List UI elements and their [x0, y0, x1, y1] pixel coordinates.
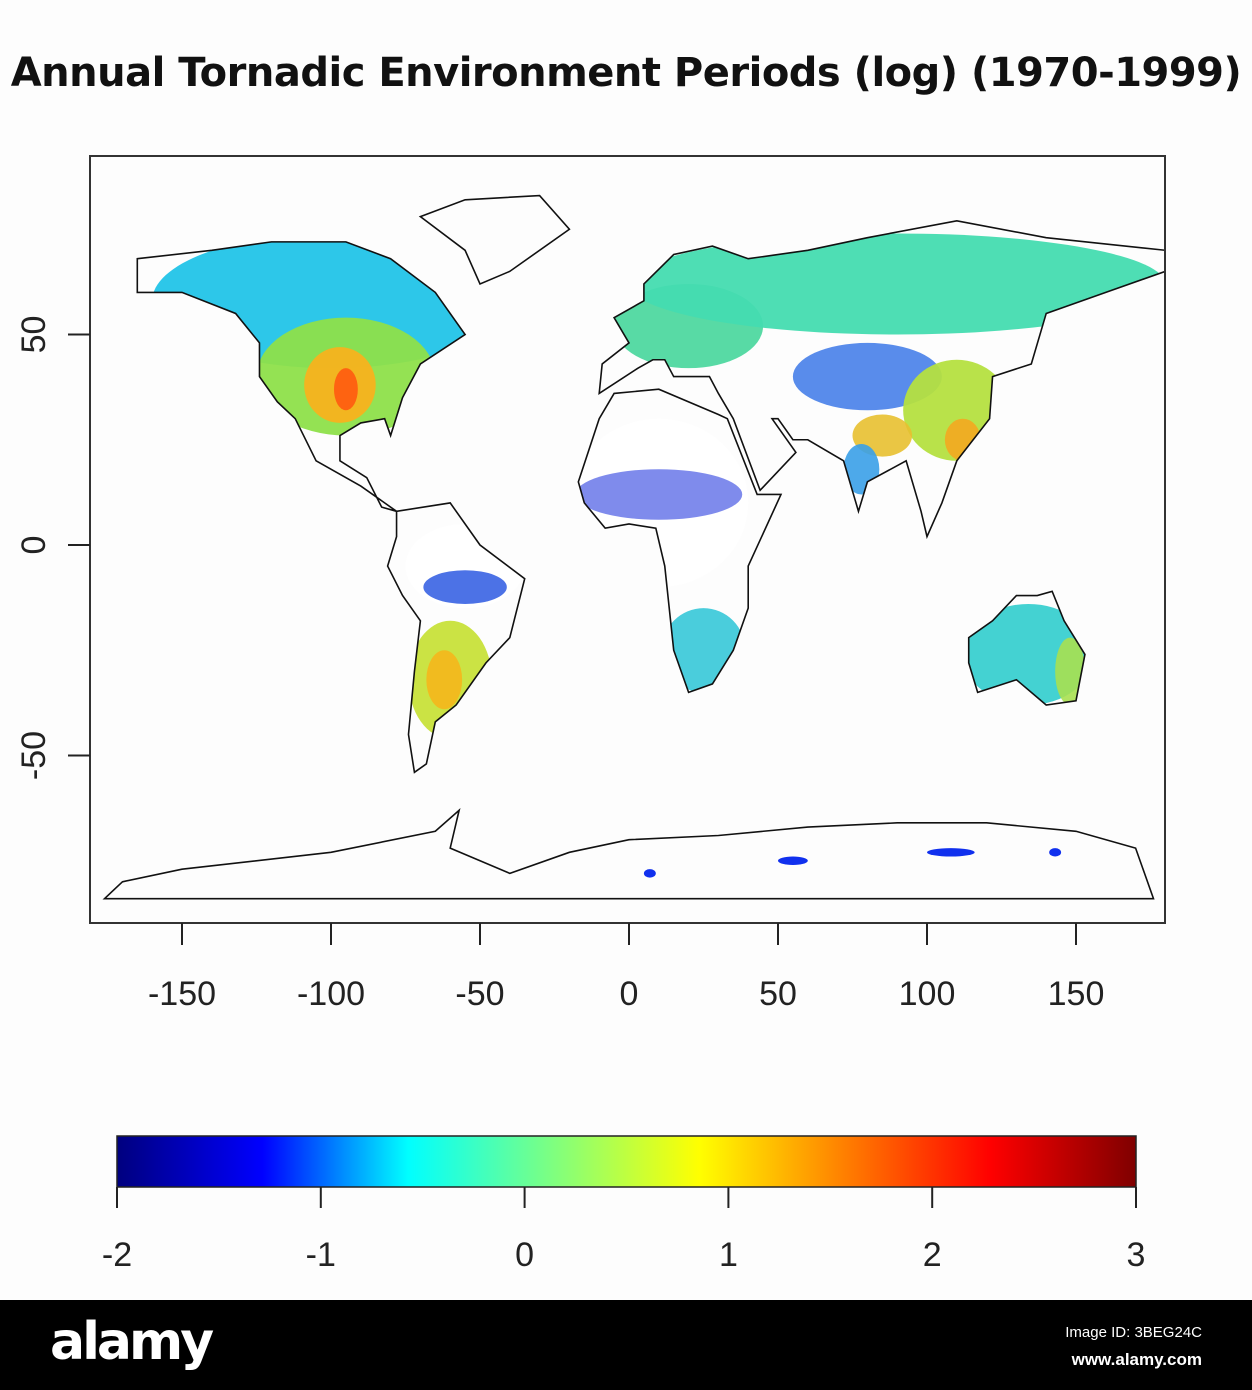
y-tick-label: -50: [15, 731, 53, 780]
heat-siberia: [629, 233, 1165, 335]
heat-brazil: [423, 570, 507, 604]
y-tick-label: 0: [15, 536, 53, 555]
colorbar-gradient: [116, 1135, 1137, 1188]
x-tick-label: -50: [455, 975, 504, 1013]
colorbar-tick-label: -2: [102, 1236, 132, 1274]
heat-south-china: [944, 418, 981, 461]
plot-area: [89, 155, 1166, 924]
coastline-greenland: [418, 194, 571, 286]
colorbar-tick-label: 3: [1127, 1236, 1146, 1274]
coastline-africa: [577, 388, 783, 694]
heat-us-peak: [333, 368, 358, 411]
x-tick-label: 100: [899, 975, 956, 1013]
x-tick-label: 0: [620, 975, 639, 1013]
x-tick-label: 150: [1048, 975, 1105, 1013]
heat-argentina-core: [426, 650, 463, 710]
heat-antarctica: [927, 848, 975, 857]
colorbar: -2 -1 0 1 2 3: [102, 1135, 1146, 1274]
y-tick-label: 50: [15, 316, 53, 354]
coastline-south-america: [386, 502, 526, 774]
x-axis: -150 -100 -50 0 50 100 150: [148, 923, 1104, 1013]
heat-antarctica: [1049, 848, 1062, 857]
coastlines: [102, 194, 1165, 900]
plot-frame: [89, 155, 1166, 924]
alamy-logo: alamy: [50, 1312, 214, 1372]
colorbar-tick-label: 1: [719, 1236, 738, 1274]
image-id: Image ID: 3BEG24C: [1065, 1324, 1202, 1341]
heat-antarctica: [643, 869, 656, 878]
x-tick-label: -150: [148, 975, 216, 1013]
colorbar-tick-label: 2: [923, 1236, 942, 1274]
y-axis: 50 0 -50: [15, 316, 90, 780]
footer-bar: alamy Image ID: 3BEG24C www.alamy.com: [0, 1300, 1252, 1390]
colorbar-tick-label: 0: [515, 1236, 534, 1274]
heat-sahel: [575, 469, 743, 520]
world-heatmap: -150 -100 -50 0 50 100 150 50 0 -50 -2 -1 0 1 2 3: [15, 155, 1166, 1274]
coastline-eurasia: [598, 220, 1165, 540]
land-fill: [152, 233, 1165, 739]
x-tick-label: -100: [297, 975, 365, 1013]
colorbar-tick-label: -1: [306, 1236, 336, 1274]
heat-antarctica: [778, 856, 808, 865]
coastline-australia: [967, 590, 1086, 706]
heat-central-asia: [792, 342, 942, 411]
heat-india: [843, 443, 880, 495]
heat-east-australia: [1055, 637, 1085, 705]
coastline-antarctica: [102, 807, 1155, 900]
chart-title: Annual Tornadic Environment Periods (log…: [10, 50, 1242, 96]
website-link: www.alamy.com: [1071, 1350, 1202, 1369]
x-tick-label: 50: [759, 975, 797, 1013]
coastline-north-america: [136, 241, 467, 513]
